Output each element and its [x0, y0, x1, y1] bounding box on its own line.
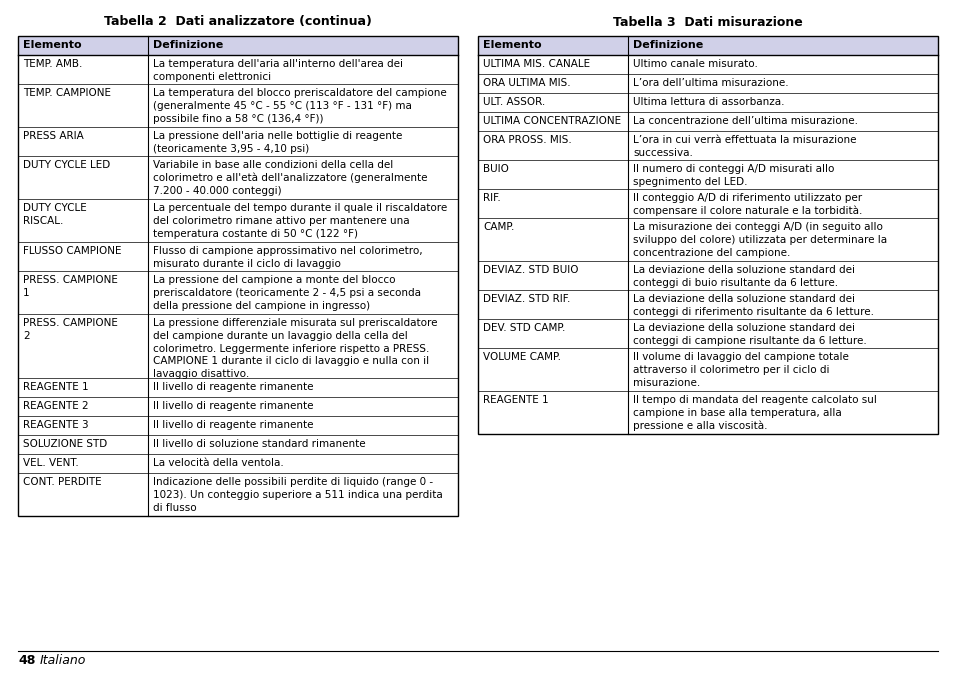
Text: PRESS ARIA: PRESS ARIA: [23, 131, 84, 141]
Text: DEV. STD CAMP.: DEV. STD CAMP.: [482, 323, 565, 333]
Text: PRESS. CAMPIONE
1: PRESS. CAMPIONE 1: [23, 275, 118, 297]
Bar: [18, 435, 457, 454]
Text: Il volume di lavaggio del campione totale
attraverso il colorimetro per il ciclo: Il volume di lavaggio del campione total…: [633, 352, 848, 388]
Bar: [477, 55, 937, 74]
Text: Il livello di reagente rimanente: Il livello di reagente rimanente: [152, 401, 314, 411]
Bar: [18, 314, 457, 378]
Text: TEMP. AMB.: TEMP. AMB.: [23, 59, 82, 69]
Bar: [477, 218, 937, 261]
Text: Il numero di conteggi A/D misurati allo
spegnimento del LED.: Il numero di conteggi A/D misurati allo …: [633, 164, 834, 187]
Bar: [477, 261, 937, 290]
Text: Indicazione delle possibili perdite di liquido (range 0 -
1023). Un conteggio su: Indicazione delle possibili perdite di l…: [152, 477, 442, 513]
Bar: [18, 473, 457, 516]
Text: ORA PROSS. MIS.: ORA PROSS. MIS.: [482, 135, 571, 145]
Text: ULTIMA MIS. CANALE: ULTIMA MIS. CANALE: [482, 59, 590, 69]
Text: TEMP. CAMPIONE: TEMP. CAMPIONE: [23, 88, 111, 98]
Text: SOLUZIONE STD: SOLUZIONE STD: [23, 439, 107, 449]
Text: Il tempo di mandata del reagente calcolato sul
campione in base alla temperatura: Il tempo di mandata del reagente calcola…: [633, 395, 876, 431]
Text: La temperatura del blocco preriscaldatore del campione
(generalmente 45 °C - 55 : La temperatura del blocco preriscaldator…: [152, 88, 446, 124]
Text: DEVIAZ. STD BUIO: DEVIAZ. STD BUIO: [482, 265, 578, 275]
Text: ORA ULTIMA MIS.: ORA ULTIMA MIS.: [482, 78, 570, 88]
Text: L’ora dell’ultima misurazione.: L’ora dell’ultima misurazione.: [633, 78, 788, 88]
Bar: [18, 55, 457, 84]
Text: La pressione dell'aria nelle bottiglie di reagente
(teoricamente 3,95 - 4,10 psi: La pressione dell'aria nelle bottiglie d…: [152, 131, 402, 154]
Text: La deviazione della soluzione standard dei
conteggi di campione risultante da 6 : La deviazione della soluzione standard d…: [633, 323, 866, 346]
Text: CAMP.: CAMP.: [482, 222, 514, 232]
Bar: [477, 391, 937, 434]
Text: VEL. VENT.: VEL. VENT.: [23, 458, 79, 468]
Text: REAGENTE 2: REAGENTE 2: [23, 401, 89, 411]
Text: ULTIMA CONCENTRAZIONE: ULTIMA CONCENTRAZIONE: [482, 116, 620, 126]
Text: FLUSSO CAMPIONE: FLUSSO CAMPIONE: [23, 246, 121, 256]
Text: Variabile in base alle condizioni della cella del
colorimetro e all'età dell'ana: Variabile in base alle condizioni della …: [152, 160, 427, 197]
Text: PRESS. CAMPIONE
2: PRESS. CAMPIONE 2: [23, 318, 118, 341]
Text: La deviazione della soluzione standard dei
conteggi di buio risultante da 6 lett: La deviazione della soluzione standard d…: [633, 265, 854, 288]
Bar: [477, 74, 937, 93]
Bar: [18, 156, 457, 199]
Bar: [18, 127, 457, 156]
Bar: [18, 397, 457, 416]
Text: Il livello di soluzione standard rimanente: Il livello di soluzione standard rimanen…: [152, 439, 365, 449]
Text: Ultimo canale misurato.: Ultimo canale misurato.: [633, 59, 757, 69]
Text: Elemento: Elemento: [23, 40, 82, 50]
Bar: [18, 84, 457, 127]
Text: REAGENTE 1: REAGENTE 1: [482, 395, 548, 405]
Text: REAGENTE 3: REAGENTE 3: [23, 420, 89, 430]
Bar: [477, 36, 937, 434]
Text: La velocità della ventola.: La velocità della ventola.: [152, 458, 283, 468]
Text: Ultima lettura di assorbanza.: Ultima lettura di assorbanza.: [633, 97, 783, 107]
Bar: [18, 199, 457, 242]
Text: Elemento: Elemento: [482, 40, 541, 50]
Bar: [18, 378, 457, 397]
Text: RIF.: RIF.: [482, 193, 500, 203]
Bar: [477, 348, 937, 391]
Text: Tabella 2  Dati analizzatore (continua): Tabella 2 Dati analizzatore (continua): [104, 15, 372, 28]
Bar: [477, 189, 937, 218]
Bar: [18, 454, 457, 473]
Text: Definizione: Definizione: [633, 40, 702, 50]
Text: La pressione differenziale misurata sul preriscaldatore
del campione durante un : La pressione differenziale misurata sul …: [152, 318, 437, 379]
Text: CONT. PERDITE: CONT. PERDITE: [23, 477, 102, 487]
Bar: [477, 93, 937, 112]
Text: Tabella 3  Dati misurazione: Tabella 3 Dati misurazione: [613, 15, 802, 28]
Text: DUTY CYCLE
RISCAL.: DUTY CYCLE RISCAL.: [23, 203, 87, 226]
Text: REAGENTE 1: REAGENTE 1: [23, 382, 89, 392]
Text: Italiano: Italiano: [40, 655, 87, 668]
Text: La concentrazione dell’ultima misurazione.: La concentrazione dell’ultima misurazion…: [633, 116, 857, 126]
Text: DUTY CYCLE LED: DUTY CYCLE LED: [23, 160, 111, 170]
Text: La temperatura dell'aria all'interno dell'area dei
componenti elettronici: La temperatura dell'aria all'interno del…: [152, 59, 402, 82]
Text: 48: 48: [18, 655, 35, 668]
Text: BUIO: BUIO: [482, 164, 508, 174]
Text: La misurazione dei conteggi A/D (in seguito allo
sviluppo del colore) utilizzata: La misurazione dei conteggi A/D (in segu…: [633, 222, 886, 258]
Text: La percentuale del tempo durante il quale il riscaldatore
del colorimetro rimane: La percentuale del tempo durante il qual…: [152, 203, 447, 239]
Text: L’ora in cui verrà effettuata la misurazione
successiva.: L’ora in cui verrà effettuata la misuraz…: [633, 135, 856, 157]
Text: La deviazione della soluzione standard dei
conteggi di riferimento risultante da: La deviazione della soluzione standard d…: [633, 294, 873, 317]
Bar: [18, 416, 457, 435]
Text: DEVIAZ. STD RIF.: DEVIAZ. STD RIF.: [482, 294, 570, 304]
Bar: [18, 36, 457, 55]
Bar: [477, 160, 937, 189]
Bar: [477, 131, 937, 160]
Text: Flusso di campione approssimativo nel colorimetro,
misurato durante il ciclo di : Flusso di campione approssimativo nel co…: [152, 246, 422, 269]
Text: ULT. ASSOR.: ULT. ASSOR.: [482, 97, 545, 107]
Text: Il livello di reagente rimanente: Il livello di reagente rimanente: [152, 420, 314, 430]
Text: VOLUME CAMP.: VOLUME CAMP.: [482, 352, 560, 362]
Text: Definizione: Definizione: [152, 40, 223, 50]
Bar: [477, 319, 937, 348]
Bar: [477, 36, 937, 55]
Bar: [477, 112, 937, 131]
Text: La pressione del campione a monte del blocco
preriscaldatore (teoricamente 2 - 4: La pressione del campione a monte del bl…: [152, 275, 420, 311]
Text: Il conteggio A/D di riferimento utilizzato per
compensare il colore naturale e l: Il conteggio A/D di riferimento utilizza…: [633, 193, 862, 217]
Bar: [18, 36, 457, 516]
Bar: [477, 290, 937, 319]
Text: Il livello di reagente rimanente: Il livello di reagente rimanente: [152, 382, 314, 392]
Bar: [18, 271, 457, 314]
Bar: [18, 242, 457, 271]
